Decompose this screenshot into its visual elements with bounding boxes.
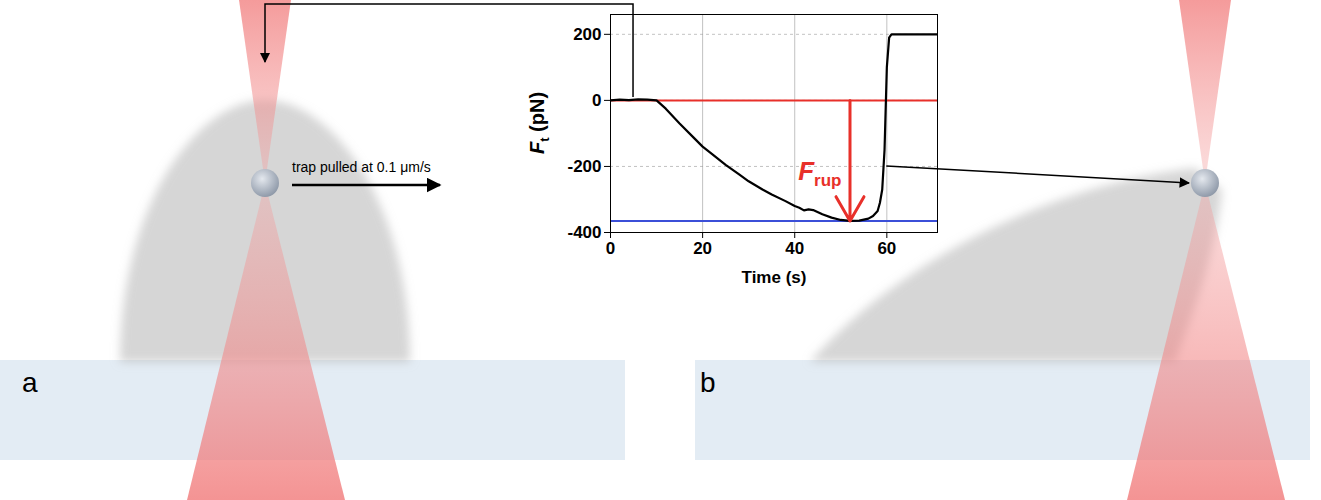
svg-text:a: a <box>22 367 38 398</box>
svg-text:-200: -200 <box>567 157 601 176</box>
svg-text:20: 20 <box>693 239 712 258</box>
svg-text:trap pulled at 0.1 μm/s: trap pulled at 0.1 μm/s <box>292 159 431 175</box>
svg-text:Time (s): Time (s) <box>742 268 807 287</box>
svg-text:60: 60 <box>877 239 896 258</box>
svg-text:0: 0 <box>592 91 601 110</box>
svg-text:-400: -400 <box>567 223 601 242</box>
svg-text:0: 0 <box>606 239 615 258</box>
svg-text:Frup: Frup <box>798 156 841 190</box>
svg-text:b: b <box>700 367 716 398</box>
svg-text:40: 40 <box>785 239 804 258</box>
svg-text:200: 200 <box>573 25 601 44</box>
svg-text:Ft (pN): Ft (pN) <box>526 92 552 154</box>
